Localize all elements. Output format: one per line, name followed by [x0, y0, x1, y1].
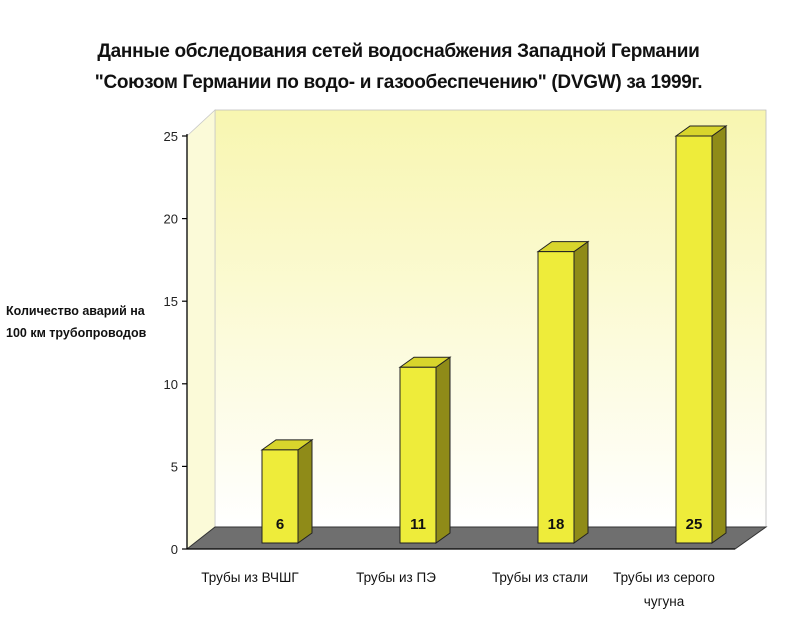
data-label-4: 25 — [686, 516, 703, 533]
data-label-3: 18 — [548, 516, 565, 533]
bar-side-3 — [573, 240, 589, 544]
category-label-4-line2: чугуна — [644, 594, 685, 609]
bar-side-2 — [435, 356, 451, 544]
y-tick-label-0: 0 — [171, 542, 178, 557]
bar-front-1 — [261, 449, 299, 544]
category-label-1: Трубы из ВЧШГ — [201, 570, 299, 585]
y-axis-label: Количество аварий на 100 км трубопроводо… — [6, 300, 166, 344]
bar-front-2 — [399, 366, 437, 544]
y-axis-label-line1: Количество аварий на — [6, 304, 145, 318]
category-label-2: Трубы из ПЭ — [356, 570, 436, 585]
y-tick-label-5: 5 — [171, 459, 178, 474]
bar-1: 6 — [260, 438, 314, 544]
data-label-1: 6 — [276, 516, 284, 533]
bar-front-4 — [675, 135, 713, 544]
bar-2: 11 — [398, 356, 452, 544]
bar-3: 18 — [536, 240, 590, 544]
bar-side-4 — [711, 125, 727, 544]
side-wall — [186, 109, 216, 550]
y-tick-label-25: 25 — [164, 129, 178, 144]
chart-title-line1: Данные обследования сетей водоснабжения … — [97, 41, 700, 62]
y-tick-label-15: 15 — [164, 294, 178, 309]
chart-title-line2: "Союзом Германии по водо- и газообеспече… — [94, 72, 703, 93]
data-label-2: 11 — [410, 516, 426, 533]
bar-4: 25 — [674, 125, 728, 544]
y-tick-label-10: 10 — [164, 377, 178, 392]
category-label-4-line1: Трубы из серого — [613, 570, 715, 585]
y-tick-label-20: 20 — [164, 212, 178, 227]
category-label-3: Трубы из стали — [492, 570, 588, 585]
bar-side-1 — [297, 438, 313, 544]
y-axis-label-line2: 100 км трубопроводов — [6, 326, 147, 340]
bar-front-3 — [537, 251, 575, 544]
